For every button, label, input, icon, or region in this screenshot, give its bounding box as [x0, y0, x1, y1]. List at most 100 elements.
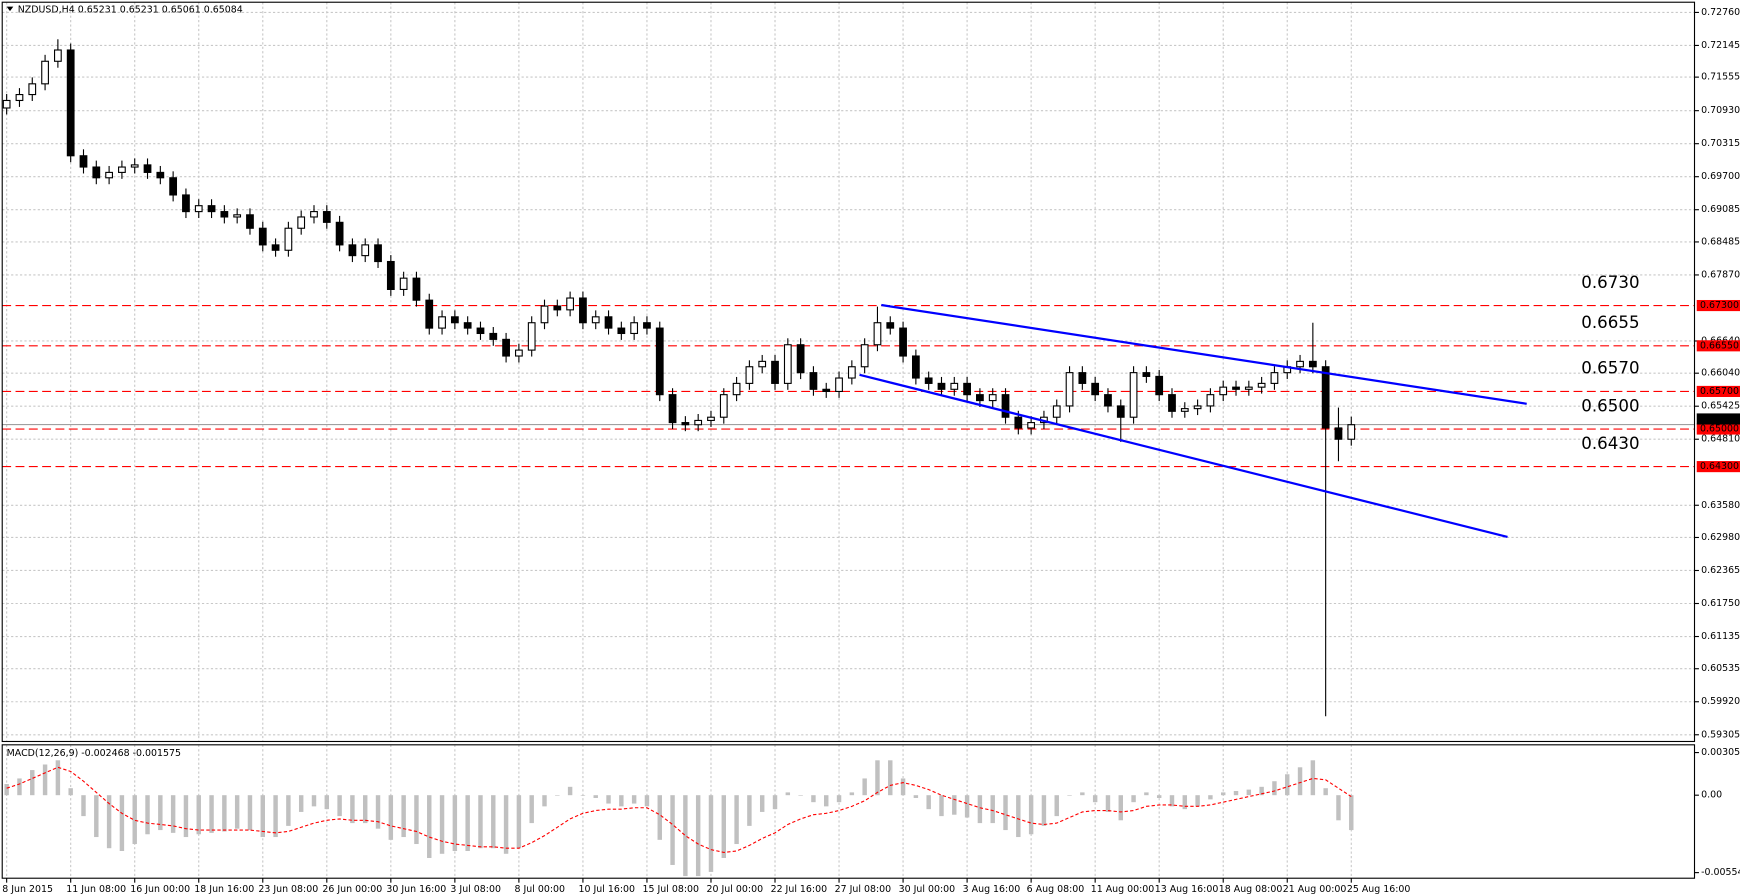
y-tick-label: 0.66040 [1701, 368, 1740, 379]
candle-body [771, 360, 779, 384]
candle-body [28, 83, 37, 96]
y-tick-label: 0.63580 [1701, 500, 1740, 511]
chart-title: NZDUSD,H4 0.65231 0.65231 0.65061 0.6508… [18, 5, 243, 16]
candle-body [463, 322, 472, 329]
candle-body [540, 305, 549, 324]
candle-body [1142, 372, 1151, 377]
candle-body [79, 155, 88, 168]
y-tick-label: 0.64810 [1701, 434, 1740, 445]
macd-bar [1041, 795, 1047, 826]
level-axis-label: 0.64300 [1700, 461, 1739, 472]
candle-body [617, 327, 626, 335]
macd-bar [119, 795, 125, 852]
x-tick-label: 13 Aug 16:00 [1155, 884, 1219, 895]
macd-bar [363, 795, 368, 824]
x-tick-label: 3 Aug 16:00 [963, 884, 1021, 895]
x-tick-label: 26 Jun 00:00 [322, 884, 382, 895]
macd-bar [388, 795, 394, 840]
candle-body [1270, 372, 1279, 384]
candle-body [553, 305, 562, 311]
candle-body [681, 422, 690, 426]
macd-bar [849, 792, 855, 796]
macd-bar [375, 795, 381, 829]
candle-body [835, 377, 843, 393]
macd-bar [234, 795, 240, 829]
candle-body [1193, 405, 1202, 410]
candle-body [1104, 394, 1112, 407]
marks [2, 39, 1695, 877]
candle-body [1091, 382, 1100, 396]
candle-body [758, 360, 767, 368]
candle-body [655, 327, 664, 396]
candle-body [207, 205, 216, 213]
level-axis-box [1696, 385, 1740, 398]
macd-bar [350, 795, 355, 824]
macd-bar [811, 795, 816, 803]
macd-bar [439, 795, 445, 854]
candle-body [604, 316, 613, 329]
candle-body [1078, 372, 1087, 384]
y-tick-label: 0.62980 [1701, 532, 1740, 543]
y-tick-label: 0.71555 [1701, 72, 1740, 83]
menu-triangle[interactable] [6, 6, 14, 12]
candle-body [105, 171, 113, 179]
candle-body [1001, 394, 1010, 418]
x-tick-label: 8 Jun 2015 [2, 884, 53, 895]
candle-body [1129, 372, 1138, 418]
candle-body [92, 166, 101, 179]
x-tick-label: 11 Jun 08:00 [66, 884, 126, 895]
candle-body [284, 227, 293, 251]
candle-body [886, 322, 895, 329]
price-panel-border [1, 1, 1696, 743]
macd-bar [1323, 788, 1328, 796]
y-tick-label: 0.69700 [1701, 171, 1740, 182]
candle-body [130, 164, 139, 168]
macd-bar [798, 795, 803, 796]
candle-body [988, 394, 997, 402]
level-axis-box [1696, 423, 1740, 435]
macd-bar [158, 795, 163, 831]
candle-body [937, 382, 946, 390]
candle-body [924, 377, 933, 384]
macd-bar [913, 795, 919, 798]
candle-body [668, 394, 677, 424]
candle-body [847, 366, 856, 379]
macd-bar [593, 795, 598, 798]
macd-bar [427, 795, 432, 858]
candle-body [450, 316, 459, 324]
level-label: 0.6430 [1581, 434, 1639, 453]
macd-bar [836, 795, 842, 803]
candle-body [1244, 386, 1253, 390]
trendline [881, 303, 1527, 405]
macd-bar [1208, 795, 1213, 800]
macd-bar [1131, 795, 1136, 803]
macd-bar [298, 795, 304, 812]
candle-body [1321, 366, 1330, 429]
macd-bar [644, 795, 650, 807]
candle-body [591, 316, 600, 324]
macd-bar [465, 795, 470, 852]
candle-body [732, 382, 741, 396]
macd-bar [1144, 792, 1149, 796]
candle-body [15, 94, 24, 102]
x-tick-label: 23 Jun 08:00 [258, 884, 318, 895]
macd-bar [68, 788, 73, 796]
y-tick-label: 0.72145 [1701, 40, 1740, 51]
macd-bar [209, 795, 214, 833]
candle-body [1155, 375, 1164, 396]
candle-body [643, 322, 651, 329]
level-axis-box [1696, 461, 1740, 473]
macd-bar [401, 795, 406, 838]
y-tick-label: 0.68485 [1701, 236, 1740, 247]
candle-body [745, 366, 754, 384]
macd-bar [1080, 792, 1085, 796]
candle-body [66, 49, 75, 157]
candle-body [1206, 394, 1215, 407]
candle-body [809, 372, 818, 390]
candle-body [911, 355, 920, 379]
macd-bar [888, 760, 893, 796]
candle-body [438, 316, 446, 329]
candle-body [143, 164, 152, 173]
macd-bar [324, 795, 330, 810]
